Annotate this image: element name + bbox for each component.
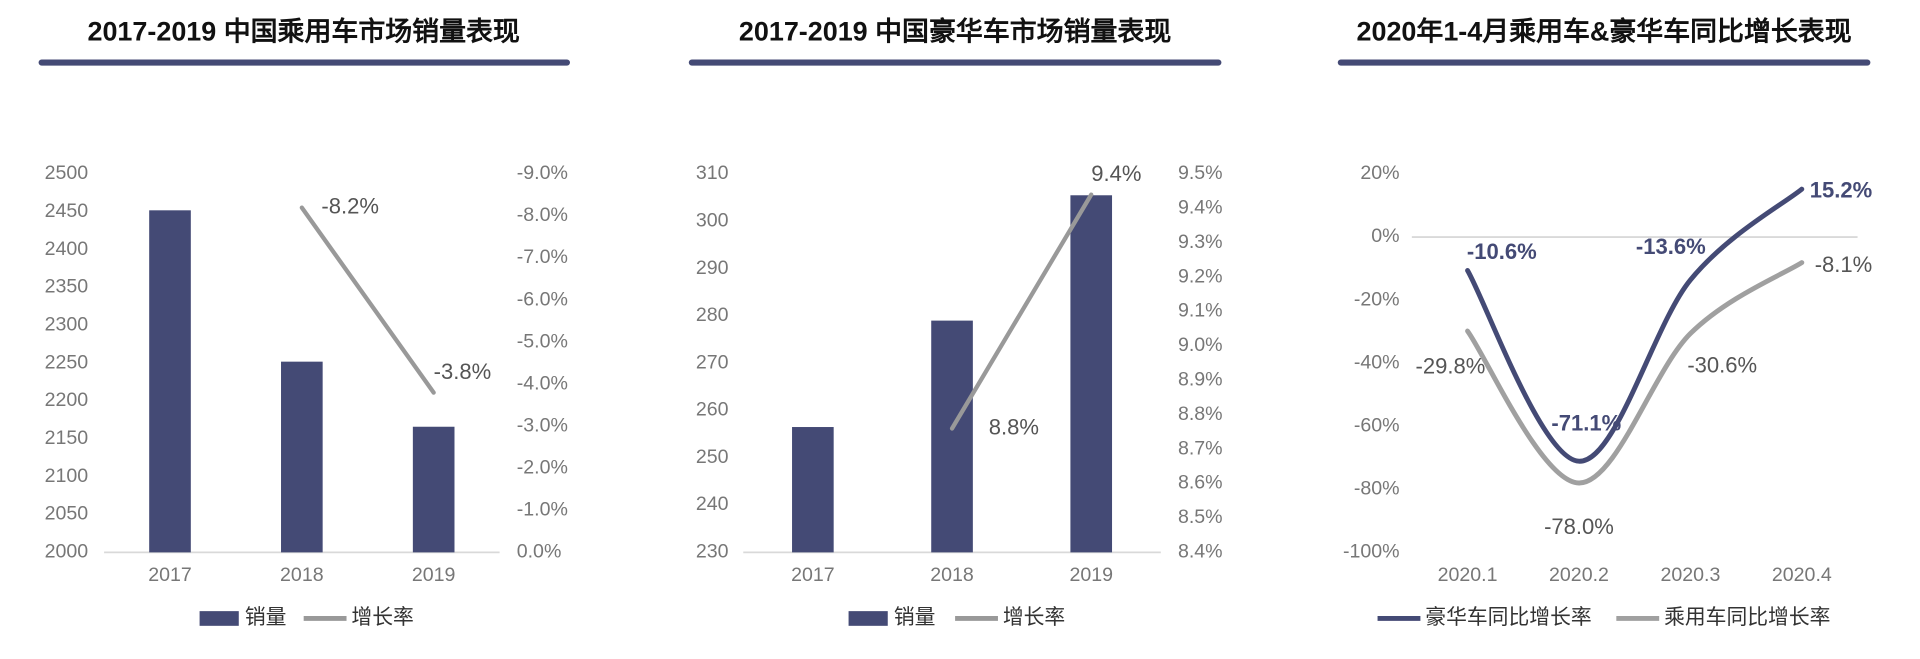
x-tick-label: 2020.1 <box>1438 564 1498 586</box>
y2-tick-label: 9.5% <box>1178 162 1223 184</box>
y-tick-label: 270 <box>696 351 729 373</box>
y-tick-label: 2050 <box>45 503 89 525</box>
y2-tick-label: -8.0% <box>517 204 568 226</box>
x-tick-label: 2018 <box>280 564 324 586</box>
y2-tick-label: 0.0% <box>517 541 562 563</box>
data-label: -29.8% <box>1416 354 1486 379</box>
legend-label: 乘用车同比增长率 <box>1664 606 1830 629</box>
y2-tick-label: 8.5% <box>1178 506 1223 528</box>
x-tick-label: 2017 <box>148 564 192 586</box>
y2-tick-label: 9.4% <box>1178 197 1223 219</box>
data-label: -71.1% <box>1551 410 1621 435</box>
x-tick-label: 2020.4 <box>1772 564 1832 586</box>
y-tick-label: 2500 <box>45 162 89 184</box>
y-tick-label: 2250 <box>45 351 89 373</box>
y2-tick-label: 8.4% <box>1178 541 1223 563</box>
line <box>1465 260 1805 486</box>
y-tick-label: 0% <box>1371 225 1399 247</box>
bar <box>281 361 323 553</box>
y-tick-label: -80% <box>1354 477 1400 499</box>
x-tick-label: 2020.3 <box>1660 564 1720 586</box>
legend-label: 增长率 <box>1003 606 1065 629</box>
bar <box>149 210 191 553</box>
y-tick-label: -20% <box>1354 288 1400 310</box>
y-tick-label: -40% <box>1354 351 1400 373</box>
y2-tick-label: -3.0% <box>517 414 568 436</box>
bar <box>792 427 834 553</box>
x-tick-label: 2019 <box>1069 564 1113 586</box>
y-tick-label: 2100 <box>45 465 89 487</box>
bar <box>412 426 455 553</box>
y2-tick-label: 9.2% <box>1178 265 1223 287</box>
data-label: -8.2% <box>321 193 379 218</box>
x-tick-label: 2019 <box>412 564 456 586</box>
data-label: -13.6% <box>1636 234 1706 259</box>
data-label: -30.6% <box>1687 352 1757 377</box>
y-tick-label: -100% <box>1343 541 1400 563</box>
legend-label: 销量 <box>894 606 936 629</box>
y2-tick-label: 8.6% <box>1178 472 1223 494</box>
chart-title: 2017-2019 中国乘用车市场销量表现 <box>87 15 519 46</box>
y-tick-label: 2150 <box>45 427 89 449</box>
data-label: -10.6% <box>1467 239 1537 264</box>
legend-label: 豪华车同比增长率 <box>1425 606 1591 629</box>
data-label: 8.8% <box>989 414 1039 439</box>
line <box>949 192 1094 431</box>
y2-tick-label: 8.9% <box>1178 369 1223 391</box>
y2-tick-label: -6.0% <box>517 288 568 310</box>
y2-tick-label: -4.0% <box>517 372 568 394</box>
y-tick-label: 250 <box>696 446 729 468</box>
y2-tick-label: 8.8% <box>1178 403 1223 425</box>
y2-tick-label: -9.0% <box>517 162 568 184</box>
chart-title: 2017-2019 中国豪华车市场销量表现 <box>739 15 1171 46</box>
y-tick-label: 310 <box>696 162 729 184</box>
bar <box>931 320 973 553</box>
y-tick-label: 2300 <box>45 314 89 336</box>
y-tick-label: 300 <box>696 209 729 231</box>
y-tick-label: 2450 <box>45 200 89 222</box>
data-label: -78.0% <box>1544 514 1614 539</box>
y2-tick-label: 9.3% <box>1178 231 1223 253</box>
y2-tick-label: -5.0% <box>517 330 568 352</box>
y2-tick-label: 9.1% <box>1178 300 1223 322</box>
x-tick-label: 2017 <box>791 564 835 586</box>
y-tick-label: 290 <box>696 257 729 279</box>
legend-swatch <box>848 611 888 626</box>
y-tick-label: 280 <box>696 304 729 326</box>
legend-label: 增长率 <box>351 606 413 629</box>
y-tick-label: 230 <box>696 541 729 563</box>
y-tick-label: 2350 <box>45 276 89 298</box>
x-tick-label: 2020.2 <box>1549 564 1609 586</box>
line <box>1465 186 1805 464</box>
y-tick-label: 2200 <box>45 389 89 411</box>
y-tick-label: 2000 <box>45 541 89 563</box>
y2-tick-label: 8.7% <box>1178 437 1223 459</box>
legend-label: 销量 <box>245 606 287 629</box>
y2-tick-label: -2.0% <box>517 456 568 478</box>
data-label: 15.2% <box>1810 177 1873 202</box>
y-tick-label: 240 <box>696 493 729 515</box>
line <box>299 205 436 395</box>
y2-tick-label: 9.0% <box>1178 334 1223 356</box>
y2-tick-label: -1.0% <box>517 498 568 520</box>
y-tick-label: 20% <box>1360 162 1399 184</box>
chart-title: 2020年1-4月乘用车&豪华车同比增长表现 <box>1357 15 1852 46</box>
x-tick-label: 2018 <box>930 564 974 586</box>
y-tick-label: -60% <box>1354 414 1400 436</box>
legend-swatch <box>199 611 239 626</box>
y-tick-label: 260 <box>696 399 729 421</box>
y2-tick-label: -7.0% <box>517 246 568 268</box>
data-label: 9.4% <box>1091 161 1141 186</box>
data-label: -8.1% <box>1815 252 1873 277</box>
data-label: -3.8% <box>434 359 492 384</box>
bar <box>1070 195 1113 553</box>
y-tick-label: 2400 <box>45 238 89 260</box>
